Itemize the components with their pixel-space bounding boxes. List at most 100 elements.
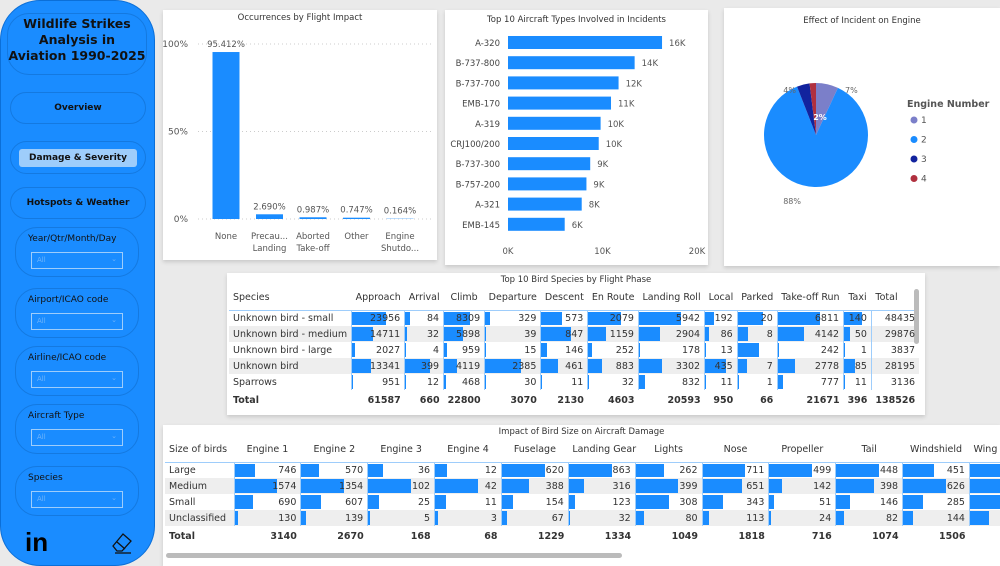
data-bar bbox=[737, 311, 764, 325]
data-bar bbox=[541, 311, 562, 325]
column-header[interactable]: Propeller bbox=[781, 444, 824, 456]
column-header[interactable]: Engine 2 bbox=[313, 444, 356, 456]
data-bar bbox=[234, 463, 255, 477]
slicer-2: Airline/ICAO code All ⌄ bbox=[15, 346, 139, 396]
data-bar bbox=[769, 511, 772, 525]
column-header[interactable]: Landing Roll bbox=[642, 292, 701, 304]
column-header[interactable]: Take-off Run bbox=[781, 292, 840, 304]
column-header[interactable]: Taxi bbox=[848, 292, 867, 304]
data-label: 2.690% bbox=[253, 202, 285, 212]
column-header[interactable]: Approach bbox=[355, 292, 401, 304]
column-header[interactable]: Tail bbox=[861, 444, 877, 456]
data-bar bbox=[435, 495, 447, 509]
slicer-dropdown[interactable]: All ⌄ bbox=[31, 491, 123, 508]
data-bar bbox=[777, 359, 796, 373]
data-bar bbox=[368, 511, 371, 525]
slicer-0: Year/Qtr/Month/Day All ⌄ bbox=[15, 227, 139, 277]
data-bar bbox=[903, 495, 923, 509]
data-bar bbox=[568, 495, 575, 509]
chevron-down-icon: ⌄ bbox=[111, 374, 117, 382]
table-cell: 11 bbox=[540, 374, 588, 390]
data-bar bbox=[501, 495, 513, 509]
column-header[interactable]: Fuselage bbox=[513, 444, 556, 456]
data-bar bbox=[844, 359, 855, 373]
table-cell: 863 bbox=[567, 462, 636, 478]
column-header[interactable]: Wing or Ro bbox=[973, 444, 1000, 456]
aircraft-types-svg: 0K 10K 20K A-320 16K B-737-800 14K B-737-700 12K… bbox=[450, 36, 706, 257]
vertical-scrollbar[interactable] bbox=[914, 289, 919, 344]
chevron-down-icon: ⌄ bbox=[111, 255, 117, 263]
table-cell: 29876 bbox=[870, 326, 920, 342]
table-row: Unclassified 130 139 5 3 67 32 80 113 24 82 144 bbox=[165, 510, 1000, 526]
column-header[interactable]: Engine 1 bbox=[246, 444, 289, 456]
table-cell: 36 bbox=[367, 462, 435, 478]
column-header[interactable]: Descent bbox=[544, 292, 584, 304]
horizontal-scrollbar[interactable] bbox=[166, 553, 622, 558]
table-cell: 12 bbox=[434, 462, 502, 478]
data-bar bbox=[301, 479, 345, 493]
bar bbox=[508, 197, 582, 211]
total-cell: 3070 bbox=[510, 394, 537, 406]
table-cell: 951 bbox=[351, 374, 405, 390]
data-bar bbox=[836, 479, 875, 493]
column-header[interactable]: Parked bbox=[741, 292, 774, 304]
data-bar bbox=[844, 327, 851, 341]
table-cell: 15 bbox=[484, 342, 541, 358]
table-cell: 847 bbox=[540, 326, 588, 342]
table-cell: 626 bbox=[902, 478, 970, 494]
legend-label: 4 bbox=[921, 175, 927, 185]
slicer-label: Species bbox=[28, 473, 63, 483]
linkedin-icon[interactable]: in bbox=[25, 527, 49, 557]
data-bar bbox=[352, 343, 355, 357]
column-header[interactable]: Lights bbox=[654, 444, 683, 456]
data-label: 10K bbox=[608, 120, 625, 130]
column-header[interactable]: Engine 4 bbox=[447, 444, 489, 456]
column-header[interactable]: Nose bbox=[723, 444, 748, 456]
slicer-dropdown[interactable]: All ⌄ bbox=[31, 313, 123, 330]
table-cell bbox=[968, 462, 1000, 478]
column-header[interactable]: Windshield bbox=[910, 444, 963, 456]
data-label: 6K bbox=[572, 221, 583, 231]
data-bar bbox=[844, 311, 862, 325]
table-cell: 67 bbox=[500, 510, 569, 526]
slicer-value: All bbox=[37, 256, 46, 264]
total-cell: 22800 bbox=[447, 394, 481, 406]
x-tick-label: 0K bbox=[503, 247, 514, 257]
data-bar bbox=[705, 343, 706, 357]
table-cell: 435 bbox=[704, 358, 738, 374]
column-header[interactable]: Species bbox=[233, 292, 270, 304]
eraser-icon[interactable] bbox=[109, 529, 135, 555]
table-cell: 777 bbox=[776, 374, 844, 390]
nav-overview[interactable]: Overview bbox=[10, 92, 146, 124]
chevron-down-icon: ⌄ bbox=[111, 432, 117, 440]
column-header[interactable]: Local bbox=[708, 292, 734, 304]
nav-hotspots-weather[interactable]: Hotspots & Weather bbox=[10, 187, 146, 219]
column-header[interactable]: Landing Gear bbox=[572, 444, 637, 456]
legend-marker bbox=[910, 175, 918, 182]
slicer-dropdown[interactable]: All ⌄ bbox=[31, 371, 123, 388]
x-tick-label: 20K bbox=[689, 247, 706, 257]
legend-title: Engine Number bbox=[907, 99, 990, 110]
data-bar bbox=[769, 495, 774, 509]
table-cell: 5942 bbox=[637, 310, 705, 326]
slicer-dropdown[interactable]: All ⌄ bbox=[31, 429, 123, 446]
data-bar bbox=[541, 343, 547, 357]
column-header[interactable]: En Route bbox=[591, 292, 635, 304]
table-cell: 4 bbox=[404, 342, 444, 358]
data-bar bbox=[737, 375, 739, 389]
data-label: 7% bbox=[845, 86, 858, 95]
column-header[interactable]: Total bbox=[875, 292, 898, 304]
column-header[interactable]: Climb bbox=[450, 292, 478, 304]
column-header[interactable]: Engine 3 bbox=[380, 444, 422, 456]
column-header[interactable]: Arrival bbox=[408, 292, 440, 304]
table-cell: 28195 bbox=[870, 358, 920, 374]
slicer-dropdown[interactable]: All ⌄ bbox=[31, 252, 123, 269]
table-cell: 178 bbox=[637, 342, 705, 358]
data-bar bbox=[969, 479, 1000, 493]
table-cell: 25 bbox=[367, 494, 435, 510]
column-header[interactable]: Departure bbox=[488, 292, 537, 304]
column-header[interactable]: Size of birds bbox=[169, 444, 228, 456]
nav-damage-severity[interactable]: Damage & Severity bbox=[10, 141, 146, 174]
table-cell: 102 bbox=[367, 478, 435, 494]
table-cell: 2027 bbox=[351, 342, 405, 358]
